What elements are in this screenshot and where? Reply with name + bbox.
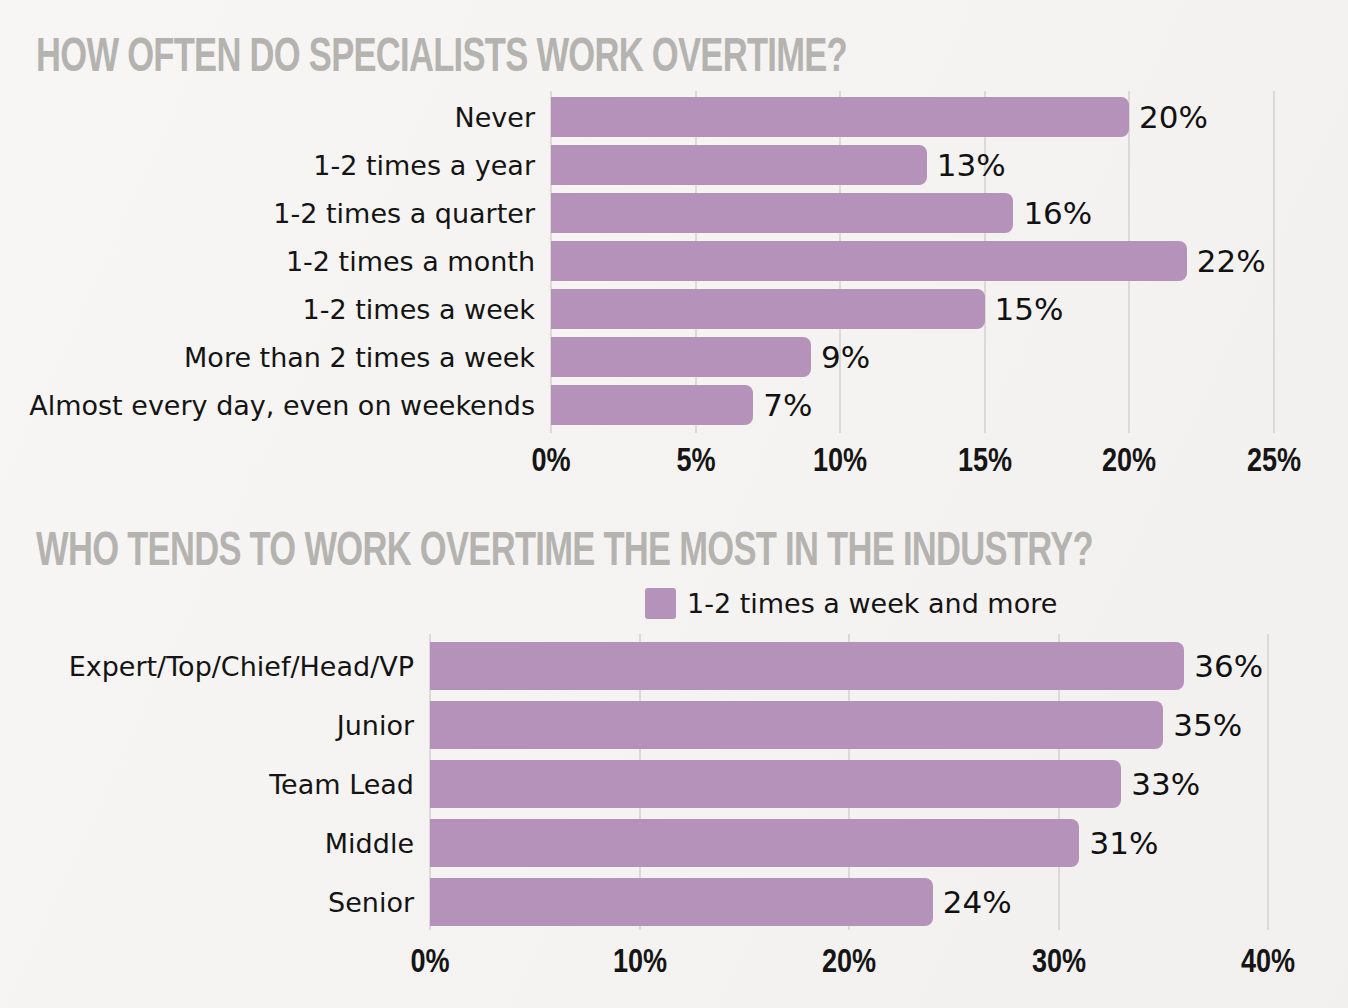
- x-tick-label: 30%: [1001, 942, 1116, 980]
- x-tick-label: 40%: [1211, 942, 1326, 980]
- bar-value-label: 35%: [1173, 707, 1242, 743]
- category-label: 1-2 times a year: [313, 150, 535, 181]
- bar-value-label: 36%: [1194, 648, 1263, 684]
- bar: [551, 337, 811, 377]
- category-label: More than 2 times a week: [184, 342, 535, 373]
- bar: [430, 760, 1121, 808]
- chart1-title: HOW OFTEN DO SPECIALISTS WORK OVERTIME?: [36, 27, 847, 82]
- chart2-legend: 1-2 times a week and more: [645, 588, 1057, 619]
- category-label: Almost every day, even on weekends: [29, 390, 535, 421]
- bar-value-label: 16%: [1023, 195, 1092, 231]
- chart2-title: WHO TENDS TO WORK OVERTIME THE MOST IN T…: [36, 521, 1093, 576]
- legend-swatch: [645, 588, 676, 619]
- x-tick-label: 5%: [638, 441, 753, 479]
- bar-value-label: 9%: [821, 339, 870, 375]
- bar-value-label: 7%: [763, 387, 812, 423]
- bar: [551, 97, 1129, 137]
- x-tick-label: 10%: [783, 441, 898, 479]
- category-label: Team Lead: [269, 769, 414, 800]
- infographic-canvas: HOW OFTEN DO SPECIALISTS WORK OVERTIME? …: [0, 0, 1348, 1008]
- category-label: Senior: [328, 887, 414, 918]
- x-tick-label: 10%: [582, 942, 697, 980]
- gridline-25%: [1273, 91, 1275, 433]
- bar: [551, 145, 927, 185]
- bar-value-label: 24%: [943, 884, 1012, 920]
- bar-value-label: 15%: [995, 291, 1064, 327]
- bar: [551, 193, 1013, 233]
- x-tick-label: 15%: [927, 441, 1042, 479]
- bar: [551, 385, 753, 425]
- bar: [551, 241, 1187, 281]
- x-tick-label: 0%: [373, 942, 488, 980]
- category-label: Never: [455, 102, 536, 133]
- bar: [430, 701, 1163, 749]
- category-label: 1-2 times a quarter: [273, 198, 535, 229]
- x-tick-label: 20%: [792, 942, 907, 980]
- bar-value-label: 20%: [1139, 99, 1208, 135]
- bar-value-label: 31%: [1089, 825, 1158, 861]
- category-label: Junior: [337, 710, 414, 741]
- legend-label: 1-2 times a week and more: [687, 588, 1057, 619]
- bar: [430, 878, 933, 926]
- bar: [430, 819, 1079, 867]
- bar: [551, 289, 985, 329]
- category-label: 1-2 times a month: [286, 246, 535, 277]
- bar-value-label: 33%: [1131, 766, 1200, 802]
- bar-value-label: 22%: [1197, 243, 1266, 279]
- x-tick-label: 20%: [1072, 441, 1187, 479]
- x-tick-label: 0%: [494, 441, 609, 479]
- category-label: 1-2 times a week: [303, 294, 535, 325]
- category-label: Middle: [325, 828, 414, 859]
- category-label: Expert/Top/Chief/Head/VP: [69, 651, 414, 682]
- bar-value-label: 13%: [937, 147, 1006, 183]
- x-tick-label: 25%: [1216, 441, 1331, 479]
- bar: [430, 642, 1184, 690]
- gridline-40%: [1267, 634, 1269, 930]
